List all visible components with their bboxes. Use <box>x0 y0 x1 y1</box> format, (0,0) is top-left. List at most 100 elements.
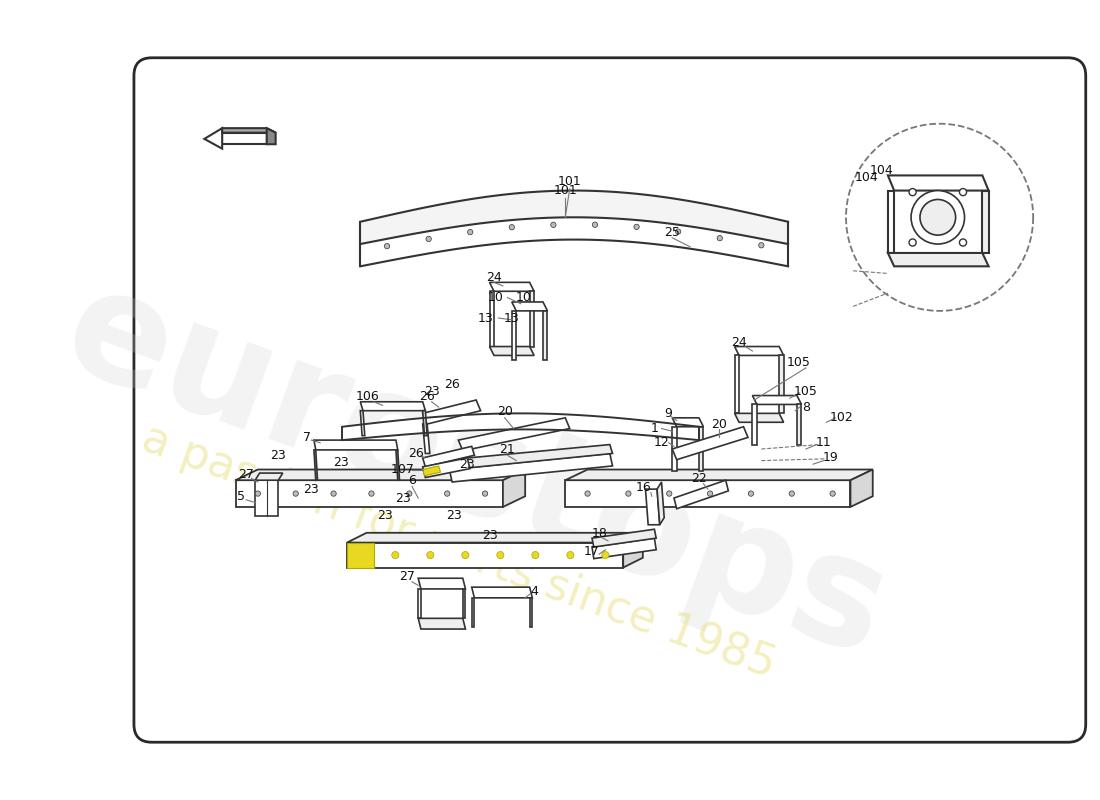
Circle shape <box>675 229 681 234</box>
Circle shape <box>602 551 609 558</box>
Polygon shape <box>888 190 894 253</box>
Text: 23: 23 <box>446 510 462 522</box>
Text: 5: 5 <box>236 490 245 502</box>
Text: 9: 9 <box>663 407 672 420</box>
Circle shape <box>407 491 412 496</box>
Text: a passion for parts since 1985: a passion for parts since 1985 <box>135 417 781 686</box>
Circle shape <box>462 551 469 558</box>
Polygon shape <box>850 470 872 507</box>
Text: 23: 23 <box>424 385 440 398</box>
Text: 7: 7 <box>302 431 311 444</box>
Polygon shape <box>361 410 365 436</box>
Polygon shape <box>512 302 548 311</box>
Text: 8: 8 <box>802 401 810 414</box>
Circle shape <box>444 491 450 496</box>
Text: 105: 105 <box>786 356 811 369</box>
Polygon shape <box>472 587 532 598</box>
Circle shape <box>497 551 504 558</box>
Polygon shape <box>314 450 318 480</box>
Polygon shape <box>422 446 474 467</box>
Polygon shape <box>888 175 989 190</box>
Circle shape <box>909 189 916 196</box>
Polygon shape <box>346 542 624 567</box>
Polygon shape <box>674 480 728 509</box>
Text: 17: 17 <box>584 545 600 558</box>
Polygon shape <box>624 533 642 567</box>
Text: 23: 23 <box>304 482 319 496</box>
Polygon shape <box>422 466 440 476</box>
Polygon shape <box>255 473 283 480</box>
Circle shape <box>911 190 965 244</box>
Text: 16: 16 <box>636 481 651 494</box>
Circle shape <box>830 491 835 496</box>
Text: 18: 18 <box>591 527 607 540</box>
Polygon shape <box>503 470 525 507</box>
Circle shape <box>759 242 764 248</box>
Text: 13: 13 <box>477 311 493 325</box>
Text: 4: 4 <box>530 585 538 598</box>
Text: 101: 101 <box>558 175 582 188</box>
Polygon shape <box>672 426 748 460</box>
Text: 26: 26 <box>408 447 424 460</box>
Polygon shape <box>888 253 989 266</box>
Polygon shape <box>490 346 535 355</box>
Polygon shape <box>450 454 613 482</box>
Text: 23: 23 <box>395 491 411 505</box>
Text: 19: 19 <box>823 451 838 465</box>
Polygon shape <box>422 400 481 424</box>
Polygon shape <box>565 480 850 507</box>
Circle shape <box>368 491 374 496</box>
Circle shape <box>959 239 967 246</box>
Text: 13: 13 <box>504 311 519 325</box>
Circle shape <box>426 236 431 242</box>
Circle shape <box>392 551 399 558</box>
Text: 10: 10 <box>516 291 531 304</box>
Circle shape <box>468 230 473 234</box>
Polygon shape <box>735 414 783 422</box>
Circle shape <box>293 491 298 496</box>
Circle shape <box>551 222 557 227</box>
Text: 20: 20 <box>497 405 513 418</box>
Circle shape <box>909 239 916 246</box>
Text: 10: 10 <box>487 291 504 304</box>
Text: 12: 12 <box>653 436 670 450</box>
Circle shape <box>585 491 591 496</box>
Polygon shape <box>266 128 276 144</box>
Polygon shape <box>592 530 657 547</box>
Polygon shape <box>346 533 642 542</box>
Polygon shape <box>418 589 421 618</box>
Polygon shape <box>255 480 278 516</box>
Text: 23: 23 <box>460 458 475 470</box>
Circle shape <box>566 551 574 558</box>
Circle shape <box>707 491 713 496</box>
Polygon shape <box>450 445 613 470</box>
Polygon shape <box>512 311 516 360</box>
Text: 6: 6 <box>408 474 416 486</box>
Polygon shape <box>798 405 802 445</box>
Circle shape <box>356 551 364 558</box>
Circle shape <box>717 235 723 241</box>
Polygon shape <box>646 489 660 525</box>
Polygon shape <box>205 128 222 149</box>
Polygon shape <box>235 480 503 507</box>
Polygon shape <box>459 418 570 450</box>
Polygon shape <box>396 450 399 480</box>
Polygon shape <box>529 291 535 346</box>
Text: 20: 20 <box>711 418 726 430</box>
Polygon shape <box>565 470 872 480</box>
Polygon shape <box>422 458 470 478</box>
Circle shape <box>483 491 487 496</box>
Text: 26: 26 <box>419 390 435 403</box>
Text: 21: 21 <box>499 443 515 457</box>
Polygon shape <box>235 470 525 480</box>
Text: 104: 104 <box>855 170 879 184</box>
Text: 24: 24 <box>732 335 747 349</box>
Circle shape <box>592 222 597 227</box>
Text: 23: 23 <box>333 456 349 469</box>
Text: 1: 1 <box>650 422 658 435</box>
Polygon shape <box>752 405 757 445</box>
Text: 11: 11 <box>816 436 832 450</box>
Polygon shape <box>592 538 657 558</box>
Polygon shape <box>418 578 465 589</box>
Polygon shape <box>543 311 548 360</box>
